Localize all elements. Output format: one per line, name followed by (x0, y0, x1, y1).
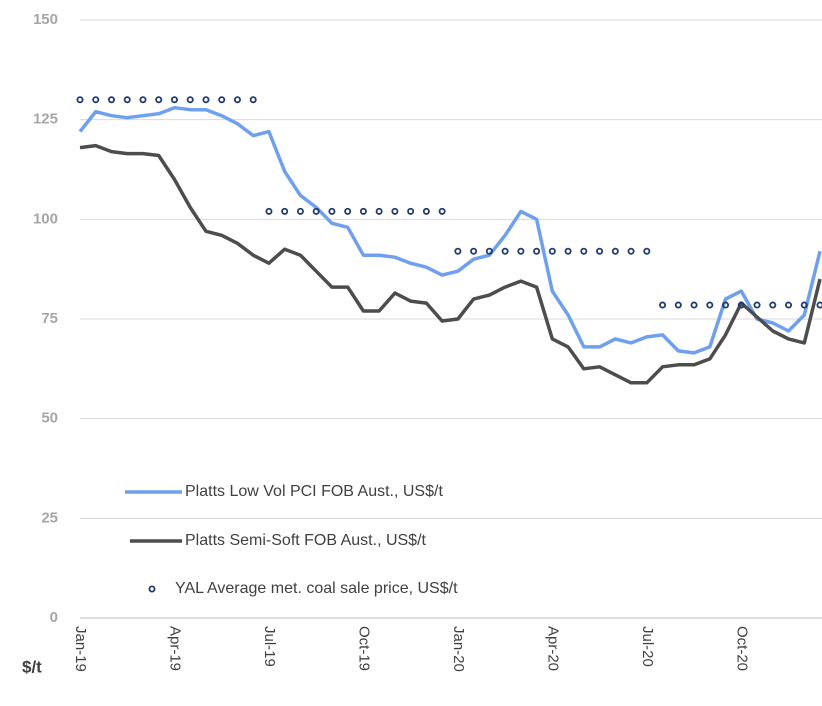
y-tick-label: 50 (41, 410, 58, 427)
data-point (580, 247, 588, 255)
data-point (816, 301, 822, 309)
data-point (218, 96, 226, 104)
data-point (186, 96, 194, 104)
data-point (328, 207, 336, 215)
data-point (391, 207, 399, 215)
data-point (690, 301, 698, 309)
data-point (139, 96, 147, 104)
data-point (548, 247, 556, 255)
data-point (407, 207, 415, 215)
data-point (470, 247, 478, 255)
data-point (202, 96, 210, 104)
x-tick-label: Apr-19 (166, 626, 183, 671)
data-line (79, 143, 822, 385)
x-tick-label: Jan-20 (450, 626, 467, 672)
data-point (753, 301, 761, 309)
data-point (659, 301, 667, 309)
data-point (359, 207, 367, 215)
data-point (170, 96, 178, 104)
data-point (344, 207, 352, 215)
data-point (281, 207, 289, 215)
legend-label: YAL Average met. coal sale price, US$/t (175, 580, 458, 597)
data-point (296, 207, 304, 215)
data-point (596, 247, 604, 255)
y-tick-label: 125 (33, 111, 58, 128)
legend-label: Platts Low Vol PCI FOB Aust., US$/t (185, 483, 443, 500)
data-point (785, 301, 793, 309)
data-point (800, 301, 808, 309)
data-point (107, 96, 115, 104)
data-point (438, 207, 446, 215)
y-tick-label: 100 (33, 210, 58, 227)
data-point (737, 301, 745, 309)
data-point (564, 247, 572, 255)
y-tick-label: 25 (41, 509, 58, 526)
x-tick-label: Oct-19 (355, 626, 372, 671)
data-point (92, 96, 100, 104)
data-point (611, 247, 619, 255)
data-point (249, 96, 257, 104)
data-point (706, 301, 714, 309)
data-point (312, 207, 320, 215)
data-point (501, 247, 509, 255)
data-point (627, 247, 635, 255)
x-tick-label: Jan-19 (72, 626, 89, 672)
data-point (422, 207, 430, 215)
data-point (769, 301, 777, 309)
data-point (674, 301, 682, 309)
data-line (78, 105, 822, 355)
x-tick-label: Oct-20 (733, 626, 750, 671)
data-point (533, 247, 541, 255)
data-point (123, 96, 131, 104)
y-tick-label: 0 (50, 609, 58, 626)
data-point (155, 96, 163, 104)
legend-marker (148, 585, 156, 593)
y-tick-label: 75 (41, 310, 58, 327)
data-point (485, 247, 493, 255)
y-axis-label: $/t (22, 657, 42, 676)
legend-label: Platts Semi-Soft FOB Aust., US$/t (185, 532, 427, 549)
data-point (76, 96, 84, 104)
data-point (454, 247, 462, 255)
x-tick-label: Apr-20 (544, 626, 561, 671)
y-tick-label: 150 (33, 11, 58, 28)
data-point (265, 207, 273, 215)
x-tick-label: Jul-19 (261, 626, 278, 667)
data-point (722, 301, 730, 309)
data-point (643, 247, 651, 255)
x-tick-label: Jul-20 (639, 626, 656, 667)
data-point (375, 207, 383, 215)
data-point (517, 247, 525, 255)
data-point (233, 96, 241, 104)
